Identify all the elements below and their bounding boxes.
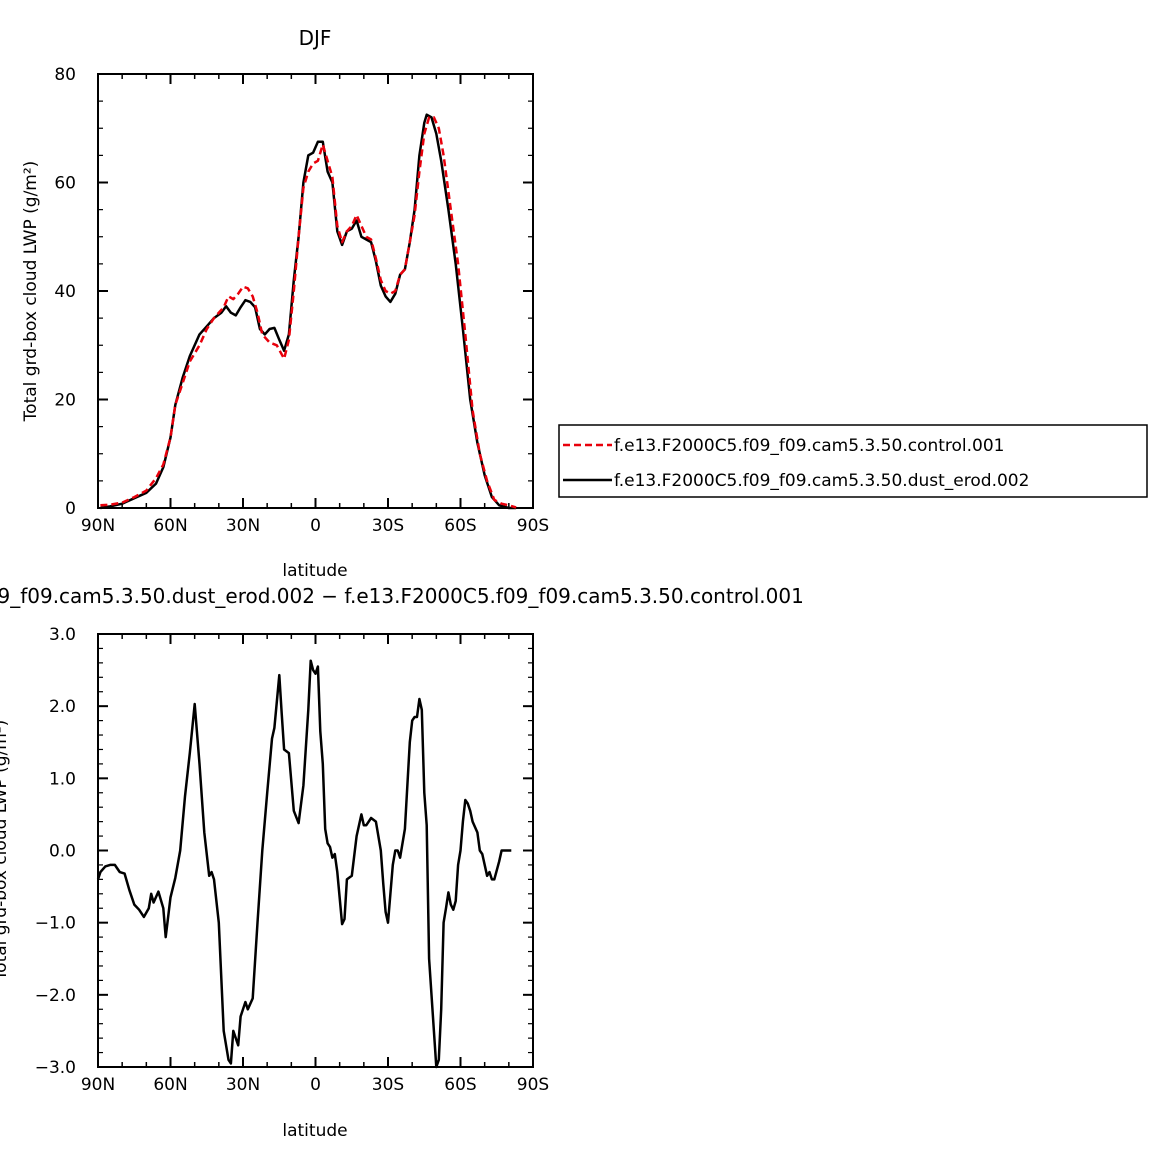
top-xtick-label: 30S	[372, 516, 404, 536]
top-ytick-label: 20	[54, 391, 76, 411]
top-y-axis-label: Total grd-box cloud LWP (g/m²)	[21, 161, 41, 423]
top-series-line-dust-erod	[100, 113, 517, 510]
bottom-ytick-label: 0.0	[49, 842, 76, 862]
top-ytick-label: 0	[65, 499, 76, 519]
top-panel: DJF 90N 60N 30N 0 30S 60S 90S 0 20 40 60 80 latitud…	[21, 26, 549, 581]
top-x-axis-label: latitude	[282, 561, 347, 581]
bottom-ytick-label: 3.0	[49, 625, 76, 645]
bottom-xtick-label: 90S	[517, 1075, 549, 1095]
top-xtick-label: 30N	[226, 516, 260, 536]
bottom-x-axis-label: latitude	[282, 1121, 347, 1141]
top-series-group	[100, 113, 517, 510]
bottom-ytick-label: −2.0	[35, 986, 76, 1006]
bottom-series-group	[96, 659, 512, 1069]
bottom-ytick-label: 1.0	[49, 769, 76, 789]
top-xtick-label: 90S	[517, 516, 549, 536]
bottom-xtick-label: 60S	[444, 1075, 476, 1095]
bottom-y-axis-label: Total grd-box cloud LWP (g/m²)	[0, 720, 11, 982]
bottom-xtick-label: 30S	[372, 1075, 404, 1095]
legend-label-dust-erod: f.e13.F2000C5.f09_f09.cam5.3.50.dust_ero…	[614, 471, 1029, 491]
top-xtick-label: 60N	[153, 516, 187, 536]
top-xtick-label: 60S	[444, 516, 476, 536]
legend: f.e13.F2000C5.f09_f09.cam5.3.50.control.…	[558, 424, 1148, 498]
top-series-line-control	[100, 116, 517, 509]
bottom-panel: f.e13.F2000C5.f09_f09.cam5.3.50.dust_ero…	[0, 584, 804, 1141]
top-ytick-label: 60	[54, 174, 76, 194]
top-ytick-label: 80	[54, 65, 76, 85]
bottom-plot-frame	[97, 633, 534, 1068]
bottom-ytick-label: −1.0	[35, 914, 76, 934]
top-xtick-label: 90N	[81, 516, 115, 536]
bottom-xtick-label: 30N	[226, 1075, 260, 1095]
bottom-xtick-label: 0	[310, 1075, 321, 1095]
bottom-ytick-label: 2.0	[49, 697, 76, 717]
legend-label-control: f.e13.F2000C5.f09_f09.cam5.3.50.control.…	[614, 436, 1005, 456]
bottom-series-line-dust-erod	[96, 659, 512, 1069]
bottom-ytick-label: −3.0	[35, 1058, 76, 1078]
bottom-xtick-label: 60N	[153, 1075, 187, 1095]
top-panel-title: DJF	[299, 26, 332, 50]
bottom-panel-title: f.e13.F2000C5.f09_f09.cam5.3.50.dust_ero…	[0, 584, 804, 608]
top-axis-ticks: 90N 60N 30N 0 30S 60S 90S 0 20 40 60 80	[54, 65, 549, 536]
top-plot-frame	[97, 73, 534, 509]
top-xtick-label: 0	[310, 516, 321, 536]
bottom-axis-ticks: 90N 60N 30N 0 30S 60S 90S 3.0 2.0 1.0 0.0 −1.0 −2.0 −…	[35, 625, 550, 1095]
bottom-xtick-label: 90N	[81, 1075, 115, 1095]
top-ytick-label: 40	[54, 282, 76, 302]
legend-box	[558, 424, 1148, 498]
